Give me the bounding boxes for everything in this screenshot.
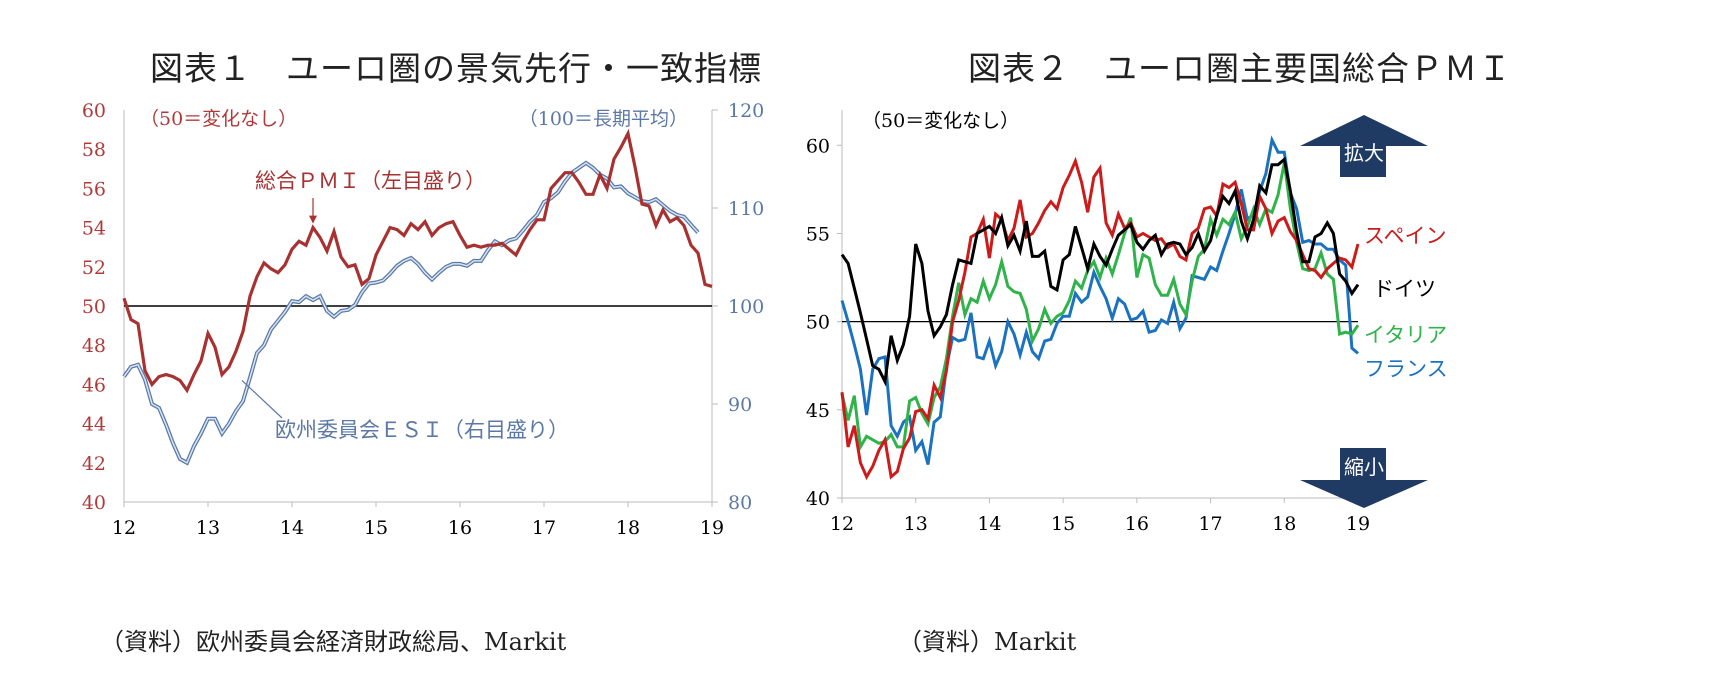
y-left-tick-label: 48 (82, 335, 106, 357)
right-axis-note: （100＝長期平均） (519, 108, 688, 130)
y-tick-label: 60 (806, 135, 830, 157)
series-italy-line (840, 162, 1360, 452)
y-left-tick-label: 58 (82, 139, 106, 161)
axis-note: （50＝変化なし） (862, 110, 1019, 132)
x-tick-label: 19 (700, 517, 724, 539)
x-tick-label: 12 (112, 517, 136, 539)
y-left-tick-label: 44 (82, 414, 106, 436)
source-note: （資料）Markit (898, 628, 1077, 656)
series-italy-label: イタリア (1364, 323, 1447, 347)
x-tick-label: 15 (1051, 513, 1075, 535)
chart-2-plot: 40 45 50 55 60 12 13 14 15 16 17 18 19 （50＝変化なし） スペインド… (806, 110, 1448, 535)
series-france-label: フランス (1364, 357, 1448, 381)
chart-panel-2: 図表２ ユーロ圏主要国総合ＰＭＩ 40 45 50 55 60 12 13 14 15 16 17 1… (806, 0, 1736, 687)
y-tick-label: 40 (806, 488, 830, 510)
series-spain-line (840, 156, 1360, 481)
x-tick-label: 14 (280, 517, 304, 539)
y-right-tick-label: 80 (728, 492, 752, 514)
y-right-tick-label: 120 (728, 100, 764, 122)
x-tick-label: 16 (448, 517, 472, 539)
chart-panel-1: 図表１ ユーロ圏の景気先行・一致指標 40 42 44 46 48 50 52 54 56 58 6… (82, 49, 764, 656)
chart-1-plot: 40 42 44 46 48 50 52 54 56 58 60 80 90 100 110 120 12 13 1… (82, 100, 764, 539)
y-tick-label: 50 (806, 312, 830, 334)
x-tick-label: 17 (532, 517, 556, 539)
x-tick-label: 13 (904, 513, 928, 535)
y-left-tick-label: 50 (82, 296, 106, 318)
contraction-down-arrow (1300, 448, 1428, 508)
y-left-tick-label: 60 (82, 100, 106, 122)
x-tick-label: 18 (1272, 513, 1296, 535)
series-germany-label: ドイツ (1373, 277, 1436, 301)
expansion-arrow-label: 拡大 (1344, 141, 1384, 165)
y-left-tick-label: 52 (82, 257, 106, 279)
contraction-arrow-label: 縮小 (1344, 455, 1384, 479)
x-tick-label: 13 (196, 517, 220, 539)
y-right-tick-label: 100 (728, 296, 764, 318)
y-tick-label: 55 (806, 223, 830, 245)
y-left-tick-label: 40 (82, 492, 106, 514)
x-tick-label: 12 (830, 513, 854, 535)
series-esi-label: 欧州委員会ＥＳＩ（右目盛り） (275, 418, 569, 442)
y-left-tick-label: 56 (82, 178, 106, 200)
source-note: （資料）欧州委員会経済財政総局、Markit (100, 628, 567, 656)
x-tick-label: 15 (364, 517, 388, 539)
x-tick-label: 19 (1346, 513, 1370, 535)
chart-title: 図表１ ユーロ圏の景気先行・一致指標 (150, 49, 762, 88)
y-right-tick-label: 90 (728, 394, 752, 416)
esi-label-pointer (241, 380, 283, 419)
x-tick-label: 14 (977, 513, 1001, 535)
series-germany-line (840, 156, 1360, 387)
pmi-label-arrowhead (309, 215, 317, 224)
left-axis-note: （50＝変化なし） (140, 108, 297, 130)
y-left-tick-label: 46 (82, 374, 106, 396)
x-tick-label: 17 (1198, 513, 1222, 535)
y-left-tick-label: 42 (82, 453, 106, 475)
expansion-up-arrow (1300, 115, 1428, 177)
y-right-tick-label: 110 (728, 198, 764, 220)
x-tick-label: 18 (616, 517, 640, 539)
series-pmi-label: 総合ＰＭＩ（左目盛り） (255, 169, 486, 193)
y-tick-label: 45 (806, 400, 830, 422)
series-pmi-line (122, 128, 713, 394)
chart-title: 図表２ ユーロ圏主要国総合ＰＭＩ (968, 49, 1512, 88)
series-france-line (840, 135, 1359, 465)
x-tick-label: 16 (1125, 513, 1149, 535)
series-spain-label: スペイン (1364, 224, 1447, 248)
y-left-tick-label: 54 (82, 218, 106, 240)
